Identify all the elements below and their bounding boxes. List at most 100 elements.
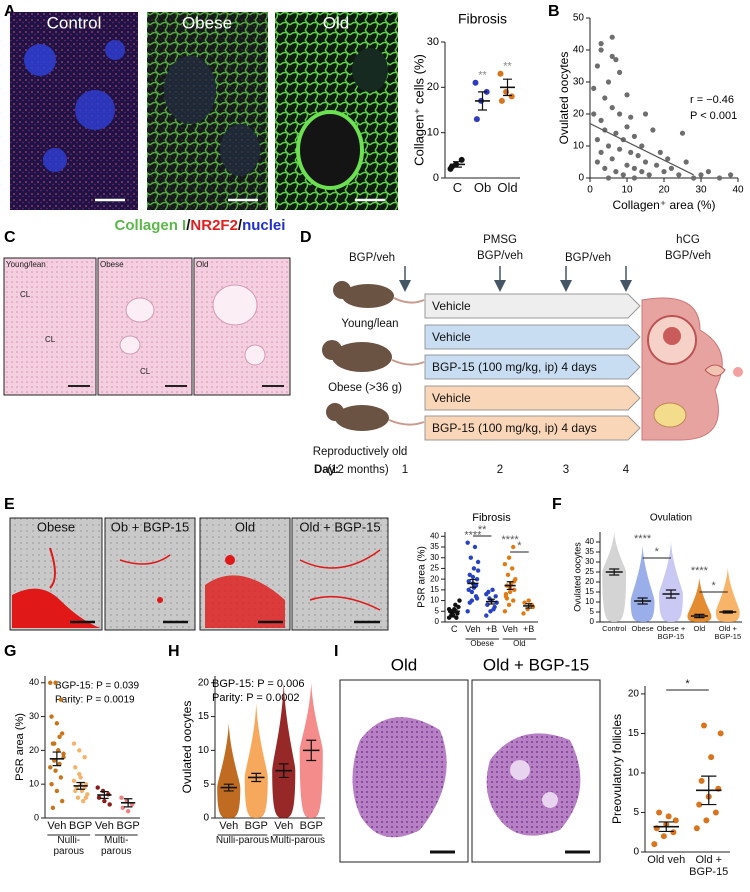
point [602, 95, 608, 101]
label-box: BGP [117, 821, 140, 832]
stain: Collagen I [115, 217, 187, 234]
category-label: +B [523, 625, 535, 634]
point [642, 159, 649, 165]
treatment: BGP/veh [565, 252, 611, 264]
image-label: Ob + BGP-15 [111, 519, 189, 534]
point [598, 149, 604, 155]
label-box: BGP [69, 821, 93, 832]
error-bar [76, 781, 85, 790]
point [602, 165, 608, 171]
point [609, 34, 615, 40]
panel-label: E [4, 496, 15, 513]
point [728, 172, 734, 178]
point [635, 153, 641, 159]
point [102, 798, 107, 804]
point [503, 88, 510, 95]
point [107, 802, 112, 807]
y-axis-label: Ovulated oocytes [557, 52, 571, 145]
point [716, 175, 723, 181]
point [628, 149, 634, 155]
point [631, 133, 638, 139]
point [698, 777, 705, 784]
image-label: Obese [37, 519, 75, 534]
point [454, 615, 459, 620]
label-box: Old + BGP-15 [714, 625, 742, 641]
error-bar [306, 739, 317, 762]
image-label: Control [47, 13, 102, 32]
y-tick-label: 10 [430, 596, 439, 605]
point [507, 589, 513, 595]
category-label: Veh [47, 821, 67, 832]
point [485, 602, 490, 608]
category-label: C [452, 181, 463, 195]
y-tick-label: 25 [585, 567, 594, 576]
histology-image [3, 257, 291, 396]
category-label: Multi-parous [269, 836, 326, 846]
violin [217, 723, 241, 818]
bar-label: Vehicle [432, 391, 471, 405]
point [628, 114, 634, 120]
image-label: Obese [100, 260, 124, 269]
error-bar [251, 772, 262, 783]
label-box: C [452, 181, 463, 195]
label-box: Multi-parous [269, 836, 326, 846]
ovary-illustration [641, 297, 743, 441]
significance: * [711, 580, 716, 592]
point [700, 722, 707, 729]
annotation: BGP-15: P = 0.039 [55, 681, 139, 692]
point [57, 734, 62, 740]
treatment: PMSG [483, 234, 517, 246]
error-bar [609, 568, 620, 576]
label-box: Multi-parous [100, 836, 132, 857]
point [475, 559, 481, 565]
point [456, 604, 461, 610]
category-label: C [451, 625, 458, 634]
category-label: Control [602, 625, 627, 633]
point [502, 561, 508, 567]
group-label: Young/lean [341, 318, 398, 330]
image-label: Old [323, 13, 349, 32]
point [605, 79, 612, 85]
category-label: Old + BGP-15 [714, 625, 742, 641]
y-tick-label: 10 [427, 127, 439, 139]
significance: ** [478, 524, 487, 536]
point [475, 568, 481, 573]
point [77, 748, 82, 753]
point [665, 813, 672, 820]
bar-label: Vehicle [432, 330, 471, 344]
point [693, 825, 700, 832]
point [48, 680, 53, 685]
y-tick-label: 30 [430, 553, 439, 562]
point [613, 130, 619, 136]
x-tick-label: 20 [658, 185, 670, 196]
error-bar [637, 597, 648, 605]
error-bar [52, 751, 62, 767]
y-axis-label: PSR area (%) [417, 546, 428, 608]
category-label: BGP [69, 821, 93, 832]
image-label: Old [391, 655, 417, 674]
label-box: Veh [502, 625, 518, 634]
point [502, 609, 508, 614]
y-tick-label: 50 [573, 13, 585, 24]
point [71, 741, 77, 746]
point [594, 159, 601, 165]
point [650, 127, 656, 133]
annotation: Parity: P = 0.0019 [55, 695, 135, 706]
point [657, 149, 663, 155]
point [96, 795, 102, 800]
significance: **** [634, 533, 652, 545]
day-label: Day: [314, 464, 339, 476]
point [705, 169, 712, 175]
point [613, 57, 619, 63]
point [691, 175, 697, 181]
arrow [399, 266, 632, 292]
point [467, 572, 472, 578]
significance: **** [502, 534, 520, 546]
category-label: Obese [470, 640, 494, 648]
y-axis-label: Ovulated oocytes [572, 542, 582, 612]
label-box: +B [486, 625, 497, 634]
image-label: Young/lean [6, 260, 46, 269]
group-label: Reproductively old [313, 446, 408, 458]
category-label: Multi-parous [100, 836, 132, 857]
label-box: Veh [47, 821, 67, 832]
